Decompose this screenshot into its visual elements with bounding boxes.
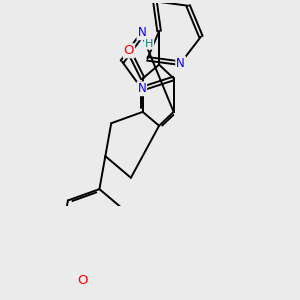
Text: N: N: [137, 26, 146, 39]
Text: H: H: [145, 39, 153, 49]
Text: O: O: [124, 44, 134, 57]
Text: N: N: [137, 82, 146, 95]
Text: O: O: [78, 274, 88, 287]
Text: N: N: [176, 57, 185, 70]
